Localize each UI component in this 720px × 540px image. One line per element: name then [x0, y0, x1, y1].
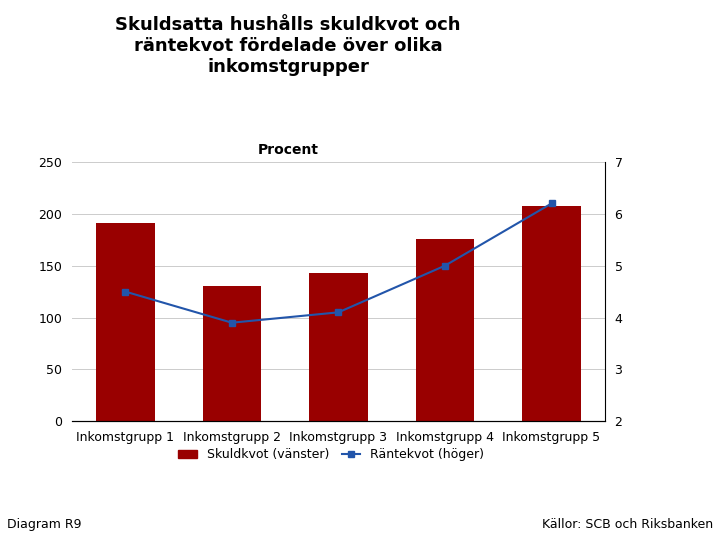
Bar [309, 273, 368, 421]
Bar [522, 206, 581, 421]
Bar [202, 286, 261, 421]
Text: Diagram R9: Diagram R9 [7, 518, 81, 531]
Bar [96, 223, 155, 421]
Text: Källor: SCB och Riksbanken: Källor: SCB och Riksbanken [541, 518, 713, 531]
Bar [415, 239, 474, 421]
Legend: Skuldkvot (vänster), Räntekvot (höger): Skuldkvot (vänster), Räntekvot (höger) [173, 443, 490, 466]
Text: Procent: Procent [258, 143, 318, 157]
Text: Skuldsatta hushålls skuldkvot och
räntekvot fördelade över olika
inkomstgrupper: Skuldsatta hushålls skuldkvot och räntek… [115, 16, 461, 76]
Text: SVERIGES
RIKSBANK: SVERIGES RIKSBANK [629, 97, 678, 116]
